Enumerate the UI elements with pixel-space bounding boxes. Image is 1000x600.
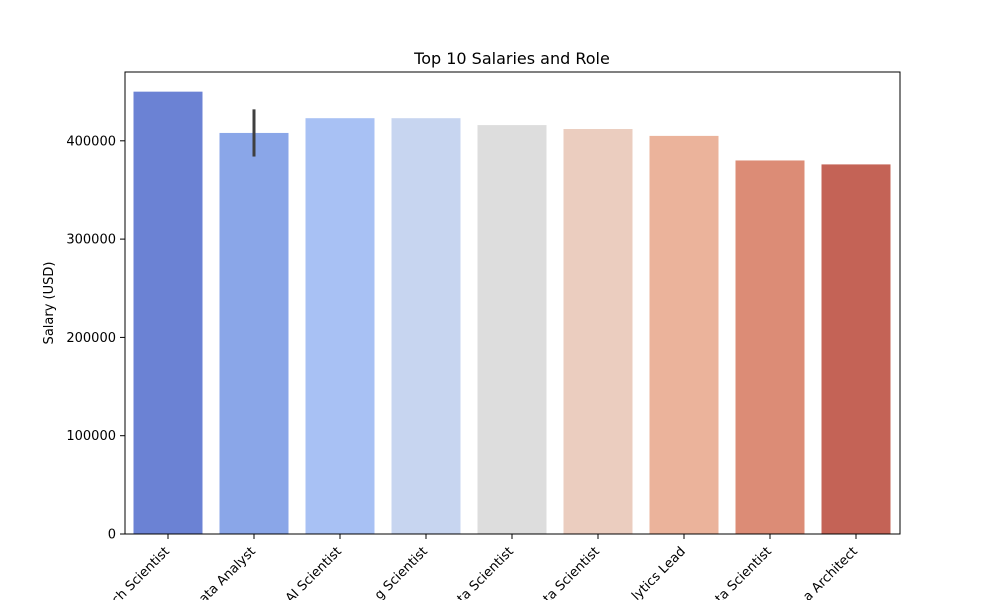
bar — [821, 164, 891, 534]
x-tick-label: ch Scientist — [109, 544, 173, 600]
x-tick-label: g Scientist — [372, 544, 431, 600]
y-tick-label: 100000 — [66, 429, 116, 444]
bar — [219, 132, 289, 534]
x-axis: ch Scientist ata Analyst AI Scientist g Sci… — [109, 534, 861, 600]
bar — [563, 129, 633, 535]
x-tick-label: ta Scientist — [541, 544, 603, 600]
bar — [133, 91, 203, 534]
bar — [649, 135, 719, 534]
bars-group — [133, 91, 891, 535]
x-tick-label: a Architect — [800, 544, 860, 600]
plot-frame — [124, 71, 901, 535]
x-tick-label: ta Scientist — [455, 544, 517, 600]
x-tick-label: AI Scientist — [283, 544, 345, 600]
y-tick-label: 300000 — [66, 233, 116, 248]
bar — [735, 160, 805, 534]
y-tick-label: 200000 — [66, 331, 116, 346]
x-tick-label: ta Scientist — [713, 544, 775, 600]
y-tick-label: 0 — [108, 528, 116, 543]
x-tick-label: ata Analyst — [196, 544, 259, 600]
x-tick-label: lytics Lead — [629, 544, 689, 600]
y-tick-label: 400000 — [66, 134, 116, 149]
chart-title: Top 10 Salaries and Role — [413, 49, 610, 68]
bar — [391, 118, 461, 534]
y-axis: 0 100000 200000 300000 400000 — [66, 134, 125, 543]
bar — [477, 125, 547, 535]
y-axis-label: Salary (USD) — [42, 262, 57, 345]
bar — [305, 118, 375, 534]
